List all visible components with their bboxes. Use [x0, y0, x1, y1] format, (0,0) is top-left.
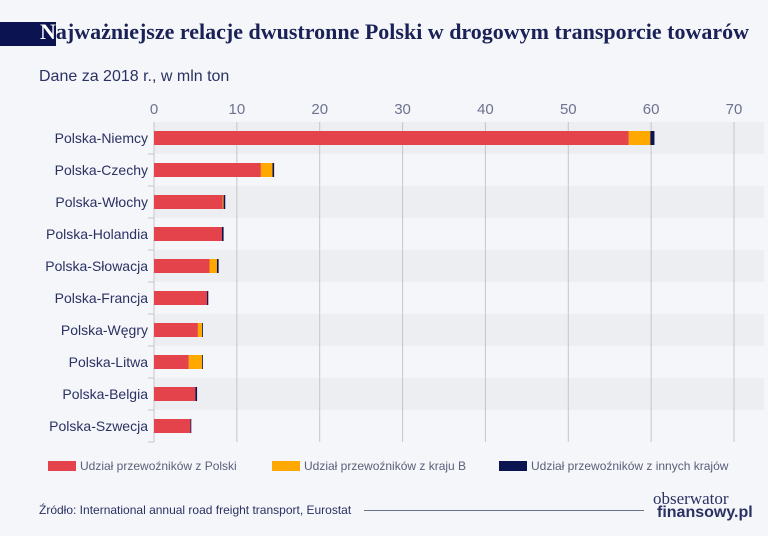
bar-segment: [154, 259, 210, 273]
bar-segment: [154, 131, 629, 145]
bar-segment: [154, 163, 261, 177]
bar-segment: [154, 355, 189, 369]
bar-segment: [190, 419, 192, 433]
legend-label: Udział przewoźników z Polski: [80, 459, 237, 473]
bar-segment: [154, 291, 208, 305]
bar-segment: [154, 227, 222, 241]
bar-segment: [260, 163, 273, 177]
legend-item-kraj-b: Udział przewoźników z kraju B: [272, 459, 466, 473]
logo: obserwator finansowy.pl: [653, 489, 753, 521]
category-label: Polska-Belgia: [62, 386, 148, 402]
bar-segment: [222, 195, 224, 209]
source-note: Źródło: International annual road freigh…: [39, 503, 352, 517]
row-band: [154, 378, 764, 410]
bar-segment: [628, 131, 651, 145]
x-tick-label: 30: [394, 101, 411, 118]
chart-subtitle: Dane za 2018 r., w mln ton: [39, 68, 230, 85]
legend-label: Udział przewoźników z innych krajów: [531, 459, 729, 473]
title-first-letter: N: [40, 19, 56, 44]
logo-line1: obserwator: [653, 489, 729, 508]
title-accent-box: [0, 22, 56, 46]
x-tick-label: 70: [726, 101, 743, 118]
bar-segment: [216, 259, 219, 273]
bar-segment: [650, 131, 655, 145]
legend-swatch: [499, 461, 527, 471]
legend-item-inne: Udział przewoźników z innych krajów: [499, 459, 728, 473]
category-label: Polska-Słowacja: [45, 258, 148, 274]
bar-segment: [221, 227, 224, 241]
x-tick-label: 60: [643, 101, 660, 118]
x-tick-label: 20: [311, 101, 328, 118]
logo-line2: finansowy.pl: [657, 504, 753, 521]
legend-swatch: [48, 461, 76, 471]
bar-segment: [202, 323, 203, 337]
bar-segment: [154, 419, 191, 433]
bar-segment: [272, 163, 275, 177]
x-tick-label: 40: [477, 101, 494, 118]
category-label: Polska-Włochy: [55, 194, 148, 210]
category-label: Polska-Francja: [55, 290, 149, 306]
row-band: [154, 250, 764, 282]
category-label: Polska-Niemcy: [55, 130, 148, 146]
row-band: [154, 186, 764, 218]
bar-segment: [195, 387, 198, 401]
row-band: [154, 282, 764, 314]
bar-segment: [154, 323, 198, 337]
row-band: [154, 314, 764, 346]
bar-segment: [154, 387, 196, 401]
category-label: Polska-Szwecja: [49, 418, 148, 434]
row-band: [154, 218, 764, 250]
category-label: Polska-Holandia: [46, 226, 148, 242]
title-text: ajważniejsze relacje dwustronne Polski w…: [55, 19, 750, 44]
x-tick-label: 10: [229, 101, 246, 118]
bar-segment: [209, 259, 217, 273]
row-band: [154, 410, 764, 442]
legend-swatch: [272, 461, 300, 471]
bar-segment: [188, 355, 203, 369]
bar-segment: [154, 195, 223, 209]
divider: [364, 510, 644, 511]
legend-item-polska: Udział przewoźników z Polski: [48, 459, 237, 473]
bar-segment: [202, 355, 203, 369]
bar-segment: [223, 195, 226, 209]
bar-segment: [207, 291, 209, 305]
x-tick-label: 0: [150, 101, 158, 118]
bar-segment: [197, 323, 203, 337]
legend-label: Udział przewoźników z kraju B: [304, 459, 467, 473]
category-label: Polska-Węgry: [61, 322, 148, 338]
chart-title: Najważniejsze relacje dwustronne Polski …: [40, 19, 749, 45]
category-label: Polska-Czechy: [55, 162, 148, 178]
category-label: Polska-Litwa: [69, 354, 149, 370]
x-tick-label: 50: [560, 101, 577, 118]
row-band: [154, 346, 764, 378]
